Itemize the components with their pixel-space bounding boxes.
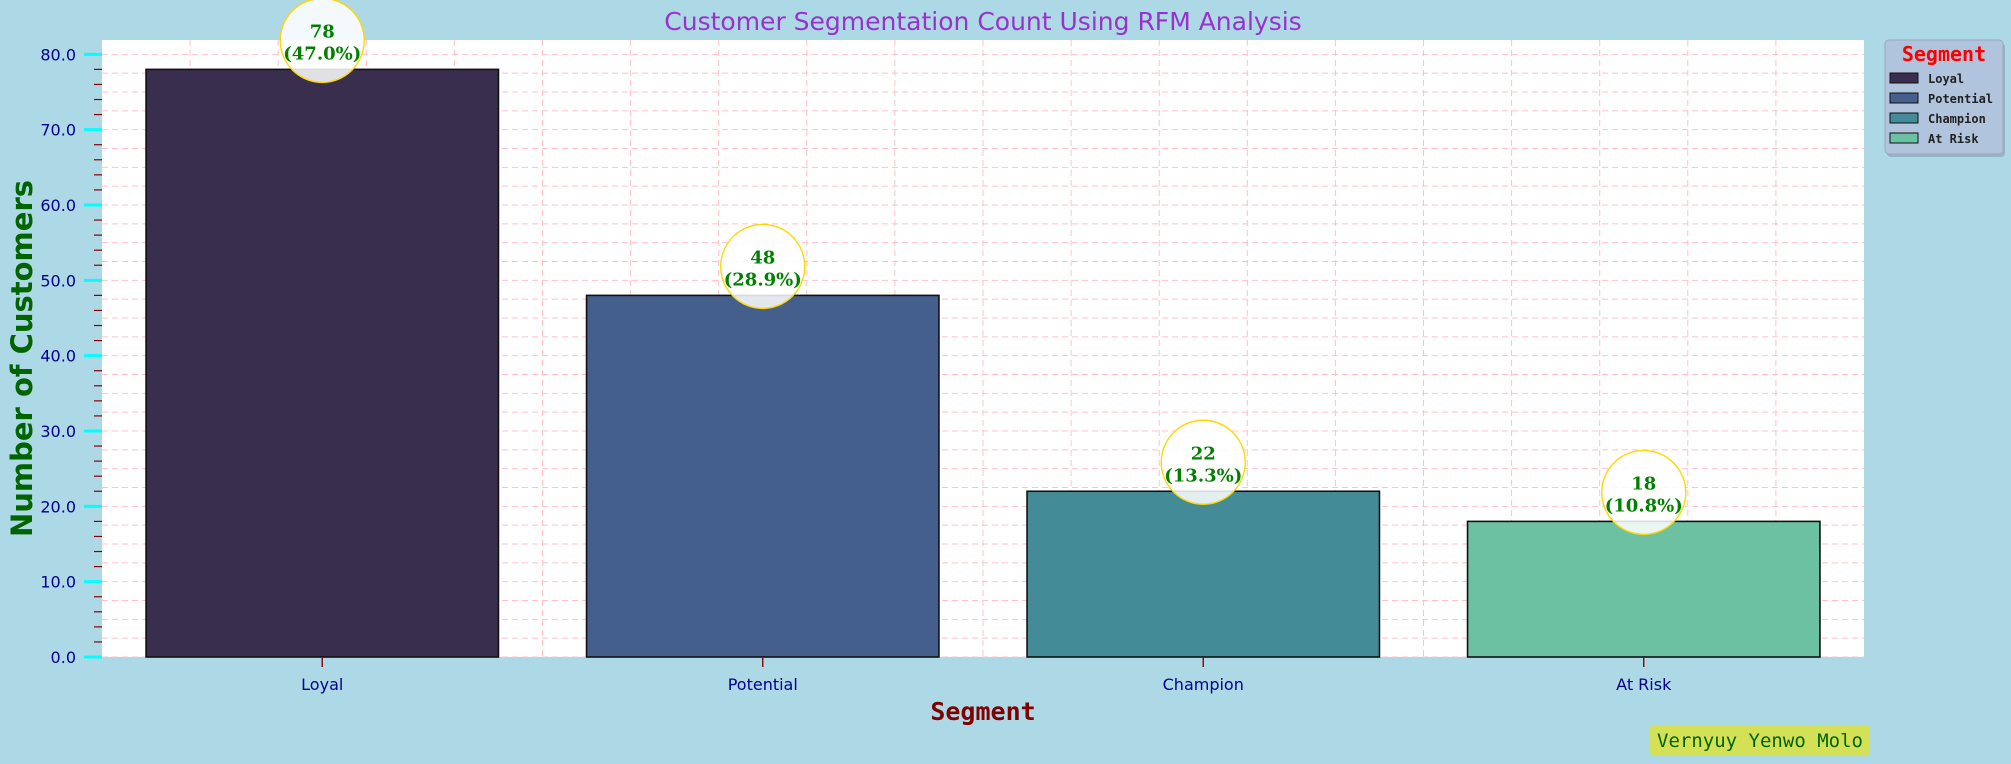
y-tick-label: 80.0 [40,45,76,64]
y-tick-label: 0.0 [51,648,76,667]
y-tick-label: 40.0 [40,347,76,366]
x-tick-label: At Risk [1616,675,1672,694]
data-label: 22 (13.3%) [1164,443,1242,486]
legend-swatch [1889,132,1919,144]
y-tick-label: 60.0 [40,196,76,215]
y-tick-label: 30.0 [40,422,76,441]
legend-entry: Loyal [1928,72,1964,86]
legend-entry: At Risk [1928,132,1979,146]
legend-title: Segment [1902,42,1986,66]
legend-entry: Potential [1928,92,1993,106]
y-axis-label: Number of Customers [5,180,39,537]
bar-champion [1026,490,1381,658]
y-tick-label: 50.0 [40,271,76,290]
bar-loyal [145,68,500,658]
data-label-bubble [1160,419,1246,505]
legend-swatch [1889,72,1919,84]
data-label-bubble [279,0,365,84]
bar-potential [585,294,940,658]
y-tick-label: 70.0 [40,121,76,140]
x-axis-label: Segment [930,697,1035,726]
legend-entry: Champion [1928,112,1986,126]
y-tick-label: 10.0 [40,573,76,592]
x-tick-label: Loyal [301,675,343,694]
data-label-bubble [720,223,806,310]
legend-swatch [1889,112,1919,124]
data-label: 78 (47.0%) [283,21,361,64]
bar-at-risk [1466,520,1821,658]
x-tick-label: Champion [1163,675,1244,694]
watermark-box [1650,725,1870,755]
data-label: 48 (28.9%) [724,247,802,290]
y-tick-label: 20.0 [40,497,76,516]
data-label-bubble [1601,449,1687,536]
chart-title: Customer Segmentation Count Using RFM An… [664,7,1301,36]
data-label: 18 (10.8%) [1605,473,1683,516]
watermark-text: Vernyuy Yenwo Molo [1657,730,1863,752]
legend-box [1884,39,2004,155]
x-tick-label: Potential [728,675,798,694]
legend-swatch [1889,92,1919,104]
